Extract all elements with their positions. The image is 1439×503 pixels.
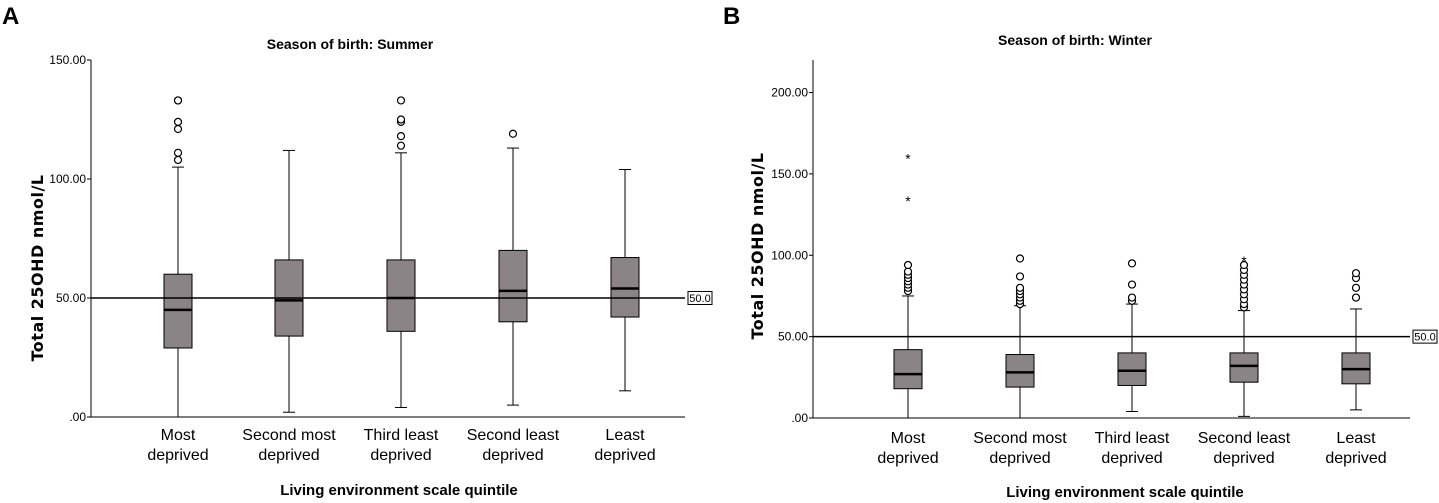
outlier-point: [1015, 283, 1025, 292]
panel-b-x-tick-label-line2: deprived: [989, 450, 1050, 467]
iqr-box: [1117, 352, 1147, 386]
panel-a-x-tick-label-line2: deprived: [594, 447, 655, 464]
panel-b-box-group: **: [893, 151, 923, 419]
extreme-point: *: [1241, 253, 1247, 269]
panel-b-box-group: [1005, 254, 1035, 419]
panel-a-x-tick-label-line1: Second most: [242, 427, 336, 444]
outlier-point: [173, 96, 183, 105]
panel-a-box-group: [610, 168, 640, 392]
panel-a-x-tick-label-line1: Third least: [364, 427, 439, 444]
panel-a: A Season of birth: Summer Total 25OHD nm…: [2, 3, 713, 499]
outlier-point: [1239, 260, 1249, 270]
outlier-point: [173, 117, 183, 126]
outlier-point: [173, 155, 183, 165]
outlier-point: [1351, 269, 1361, 278]
panel-b-x-ticks: Most deprived Second most deprived Third lea…: [877, 430, 1386, 467]
panel-a-x-tick-label-line2: deprived: [370, 447, 431, 464]
panel-a-title: Season of birth: Summer: [267, 36, 434, 52]
panel-b-y-tick-label: 100.00: [771, 248, 808, 262]
panel-b-x-tick-label-line1: Least: [1336, 430, 1376, 447]
panel-b-reference-label: 50.0: [1412, 329, 1438, 344]
panel-b-y-axis-label: Total 25OHD nmol/L: [748, 153, 767, 340]
outlier-point: [1127, 259, 1137, 268]
outlier-point: [1351, 283, 1361, 292]
panel-b-reference-label-box: [1412, 329, 1438, 344]
outlier-point: [1127, 280, 1137, 289]
outlier-point: [173, 148, 183, 157]
panel-a-x-tick-label-line2: deprived: [258, 447, 319, 464]
panel-a-reference-label-text: 50.0: [689, 293, 710, 305]
panel-b-x-tick-label-line2: deprived: [1101, 450, 1162, 467]
panel-b-letter: B: [723, 3, 740, 30]
panel-b-x-tick-label-line2: deprived: [1213, 450, 1274, 467]
panel-a-reference-label: 50.0: [687, 291, 713, 305]
panel-a-y-tick-label: 100.00: [49, 172, 86, 186]
outlier-point: [173, 124, 183, 134]
outlier-point: [1015, 254, 1025, 263]
outlier-point: [1127, 293, 1137, 302]
extreme-point: *: [905, 193, 911, 209]
panel-b-y-tick-label: 150.00: [771, 167, 808, 181]
panel-a-y-tick-label: 50.00: [56, 291, 86, 305]
panel-b-y-tick-label: .00: [791, 411, 808, 425]
outlier-point: [396, 115, 406, 124]
panel-a-letter: A: [2, 3, 19, 30]
panel-a-box-group: [163, 96, 193, 418]
panel-b-title: Season of birth: Winter: [998, 32, 1152, 48]
outlier-point: [1351, 293, 1361, 302]
panel-b: B Season of birth: Winter Total 25OHD nm…: [723, 3, 1438, 501]
panel-b-x-tick-label-line1: Third least: [1095, 430, 1170, 447]
panel-b-x-axis-label: Living environment scale quintile: [1006, 484, 1244, 501]
panel-a-x-tick-label-line2: deprived: [482, 447, 543, 464]
panel-a-y-tick-label: 150.00: [49, 53, 86, 67]
outlier-point: [396, 96, 406, 105]
iqr-box: [1005, 354, 1035, 388]
panel-a-x-tick-label-line1: Most: [161, 427, 196, 444]
panel-b-boxes: ***: [893, 151, 1371, 419]
panel-a-x-tick-label-line2: deprived: [147, 447, 208, 464]
panel-a-x-tick-label-line1: Second least: [467, 427, 560, 444]
iqr-box: [893, 349, 923, 390]
panel-b-box-group: [1117, 259, 1147, 412]
panel-b-box-group: *: [1229, 253, 1259, 417]
iqr-box: [386, 259, 416, 332]
outlier-point: [396, 141, 406, 150]
panel-b-x-tick-label-line1: Most: [891, 430, 926, 447]
panel-b-y-ticks: .00 50.00 100.00 150.00 200.00: [771, 86, 813, 425]
panel-b-box-group: [1341, 269, 1371, 411]
iqr-box: [1229, 352, 1259, 383]
outlier-point: [396, 132, 406, 141]
panel-a-x-axis-label: Living environment scale quintile: [280, 482, 518, 499]
panel-b-y-tick-label: 50.00: [778, 330, 808, 344]
outlier-point: [1015, 272, 1025, 281]
panel-b-y-tick-label: 200.00: [771, 86, 808, 100]
panel-a-x-tick-label-line1: Least: [605, 427, 645, 444]
panel-a-boxes: [163, 96, 640, 418]
panel-b-x-tick-label-line2: deprived: [1325, 450, 1386, 467]
panel-a-box-group: [498, 129, 528, 406]
panel-a-y-ticks: .00 50.00 100.00 150.00: [49, 53, 91, 424]
outlier-point: [903, 260, 913, 270]
panel-b-reference-label-text: 50.0: [1414, 332, 1435, 344]
panel-a-reference-label-box: [687, 291, 713, 305]
panel-b-x-tick-label-line1: Second most: [973, 430, 1067, 447]
iqr-box: [498, 249, 528, 323]
panel-a-x-ticks: Most deprived Second most deprived Third lea…: [147, 427, 655, 464]
extreme-point: *: [905, 151, 911, 167]
panel-b-x-tick-label-line2: deprived: [877, 450, 938, 467]
panel-a-y-axis-label: Total 25OHD nmol/L: [28, 175, 47, 362]
panel-b-x-tick-label-line1: Second least: [1198, 430, 1291, 447]
outlier-point: [508, 129, 518, 138]
panel-a-y-tick-label: .00: [69, 410, 86, 424]
